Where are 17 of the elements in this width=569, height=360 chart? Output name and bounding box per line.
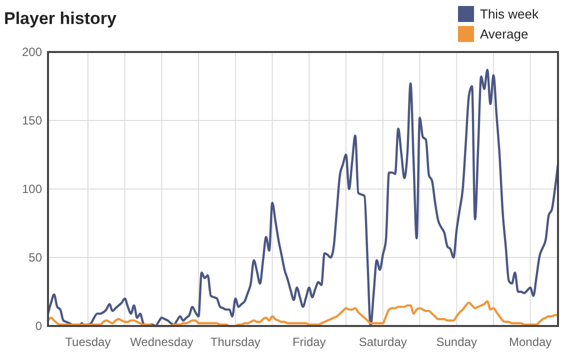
- y-tick-label: 50: [28, 250, 42, 265]
- legend-label: Average: [480, 26, 528, 42]
- y-tick-label: 0: [35, 319, 42, 334]
- x-tick-label: Tuesday: [65, 335, 111, 349]
- x-tick-label: Saturday: [358, 335, 407, 349]
- line-series: [46, 300, 560, 328]
- line-series: [46, 68, 560, 328]
- x-tick-label: Monday: [509, 335, 552, 349]
- x-tick-label: Friday: [292, 335, 326, 349]
- x-tick-label: Sunday: [436, 335, 477, 349]
- x-tick-label: Wednesday: [130, 335, 194, 349]
- y-tick-label: 200: [22, 45, 42, 60]
- y-tick-label: 150: [22, 114, 42, 128]
- x-tick-label: Thursday: [210, 335, 260, 349]
- chart-title: Player history: [4, 9, 117, 28]
- y-tick-label: 100: [22, 182, 42, 196]
- legend-label: This week: [480, 6, 540, 22]
